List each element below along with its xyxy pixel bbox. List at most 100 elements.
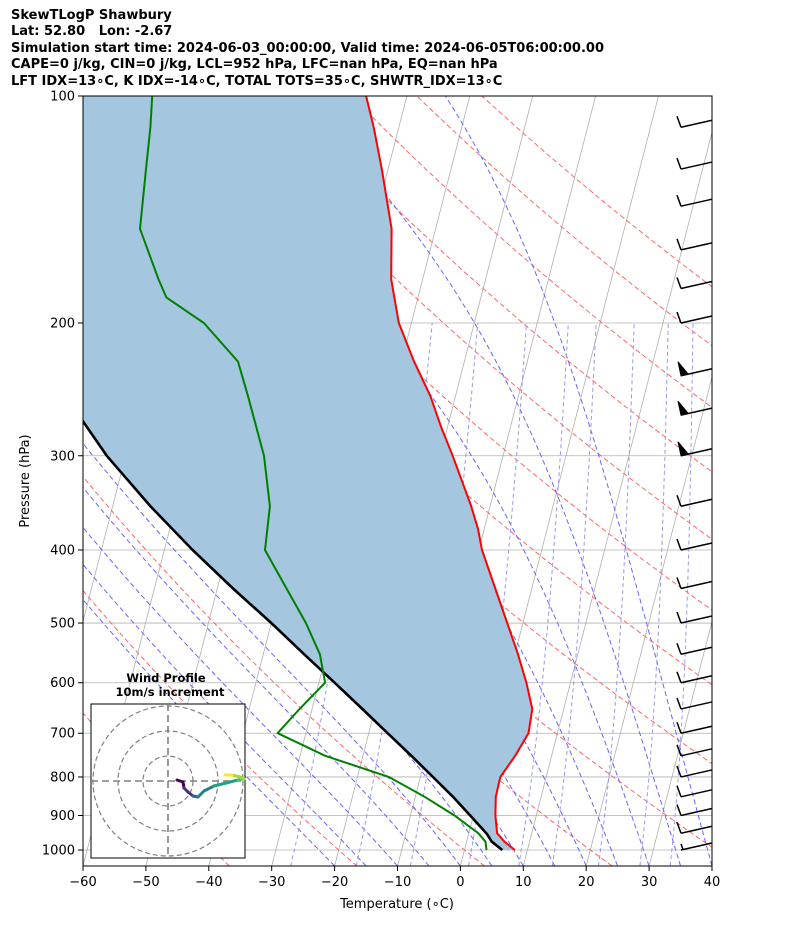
wind-barbs-layer	[676, 115, 713, 851]
wind-barb-feather	[676, 611, 682, 624]
wind-barb-staff	[680, 119, 713, 128]
wind-barb	[676, 157, 713, 170]
wind-barb-feather	[676, 721, 682, 734]
temperature-line	[365, 96, 534, 851]
wind-barb-feather	[676, 744, 682, 757]
moist-adiabat-line	[83, 598, 335, 866]
chart-header: SkewTLogP Shawbury Lat: 52.80 Lon: -2.67 S…	[11, 8, 604, 90]
hodograph-subtitle: 10m/s increment	[116, 685, 225, 699]
wind-barb	[676, 642, 713, 655]
isotherm-line	[648, 619, 712, 866]
wind-barb	[677, 361, 713, 377]
wind-barb	[676, 744, 713, 757]
dry-adiabat-line	[83, 589, 358, 866]
wind-barb-feather	[680, 843, 684, 850]
isotherm-line	[522, 130, 712, 866]
wind-barb-staff	[680, 842, 713, 851]
dry-adiabat-line	[83, 475, 485, 866]
wind-barb-staff	[680, 280, 713, 290]
wind-barb-staff	[680, 242, 713, 251]
y-tick-label: 300	[50, 449, 75, 464]
wind-barb	[676, 721, 713, 734]
wind-barb-feather	[676, 765, 682, 778]
wind-barb-staff	[680, 675, 713, 684]
wind-barb-feather	[676, 311, 682, 324]
y-tick-label: 700	[50, 727, 75, 742]
wind-barb-feather	[676, 671, 682, 684]
wind-barb-flag	[677, 361, 689, 377]
x-axis-label: Temperature (∘C)	[339, 897, 454, 912]
mixing-ratio-line	[597, 322, 635, 866]
wind-barb-staff	[680, 789, 713, 798]
y-tick-label: 400	[50, 543, 75, 558]
x-tick-label: −20	[321, 875, 348, 890]
parcel-path-line	[83, 419, 504, 852]
y-tick-label: 800	[50, 770, 75, 785]
wind-barb-staff	[680, 615, 713, 624]
x-tick-label: 10	[515, 875, 532, 890]
profile-lines-layer	[83, 96, 534, 852]
axis-ticks-layer: −60 −50 −40 −30 −20 −10 0 10 20 30 40 100 200 300 400 5…	[42, 90, 720, 891]
wind-barb-flag	[677, 441, 689, 457]
wind-barb	[676, 821, 713, 834]
mixing-ratio-line	[551, 322, 597, 866]
mixing-ratio-line	[518, 322, 569, 866]
wind-barb	[676, 494, 713, 507]
wind-barb-staff	[680, 807, 713, 817]
x-tick-label: 40	[704, 875, 721, 890]
y-tick-label: 500	[50, 617, 75, 632]
wind-barb-staff	[680, 542, 713, 551]
wind-barb	[677, 441, 713, 457]
location-line: Lat: 52.80 Lon: -2.67	[11, 24, 173, 40]
y-tick-label: 200	[50, 316, 75, 331]
moist-adiabat-line	[83, 563, 367, 866]
wind-barb-feather	[676, 577, 682, 589]
wind-barb-staff	[680, 825, 713, 834]
hodograph-inset	[90, 703, 246, 859]
y-tick-label: 1000	[42, 844, 75, 859]
y-tick-label: 900	[50, 809, 75, 824]
dry-adiabat-line	[155, 96, 712, 611]
wind-barb	[676, 277, 713, 290]
wind-barb-feather	[676, 194, 682, 207]
cape-fill-layer	[83, 96, 533, 850]
moist-adiabat-line	[83, 442, 461, 866]
y-tick-label: 100	[50, 90, 75, 105]
wind-barb-feather	[676, 642, 682, 655]
wind-barb-feather	[676, 821, 682, 834]
isotherm-line	[83, 96, 93, 135]
x-tick-label: −50	[132, 875, 159, 890]
wind-barb-feather	[676, 157, 682, 170]
chart-title: SkewTLogP Shawbury	[11, 8, 172, 23]
wind-barb-flag	[677, 400, 689, 416]
hodograph-title: Wind Profile	[126, 671, 206, 685]
wind-barb-feather	[676, 538, 682, 551]
x-tick-label: −30	[258, 875, 285, 890]
mixing-ratio-line	[639, 322, 669, 866]
cape-shaded-area	[83, 96, 533, 850]
moist-adiabat-line	[179, 96, 650, 866]
wind-barb-staff	[680, 315, 713, 324]
wind-barb	[676, 765, 713, 778]
isotherm-line	[711, 864, 712, 866]
wind-barb-feather	[676, 804, 682, 816]
wind-barb-feather	[676, 494, 682, 507]
isotherm-line	[585, 375, 712, 866]
x-tick-label: 30	[641, 875, 658, 890]
wind-barb-feather	[676, 785, 682, 798]
wind-barb	[677, 400, 713, 416]
wind-barb	[680, 842, 713, 851]
wind-barb	[676, 577, 713, 590]
wind-barb	[676, 785, 713, 798]
moist-adiabat-line	[83, 526, 398, 866]
dry-adiabat-line	[481, 96, 712, 288]
wind-barb	[676, 311, 713, 324]
wind-barb-staff	[680, 646, 713, 655]
wind-barb-staff	[680, 161, 713, 170]
wind-barb-staff	[680, 198, 713, 207]
wind-barb-feather	[676, 697, 682, 710]
wind-barb	[676, 697, 713, 710]
y-axis-label: Pressure (hPa)	[18, 434, 33, 527]
wind-barb	[676, 194, 713, 207]
